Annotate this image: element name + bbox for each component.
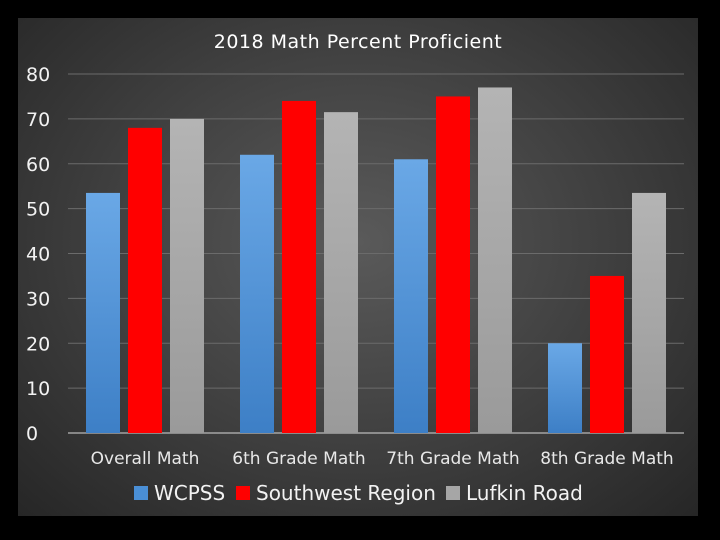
bar-lufkin-road [170,118,204,433]
x-category-label: 6th Grade Math [232,449,365,469]
bar-lufkin-road [632,192,666,433]
legend-label: WCPSS [154,481,225,505]
x-category-label: 7th Grade Math [386,449,519,469]
y-tick-label: 80 [26,64,50,86]
legend-label: Southwest Region [256,481,436,505]
x-axis-labels: Overall Math 6th Grade Math 7th Grade Math… [91,449,674,469]
bar-wcpss [86,192,120,433]
legend-swatch [236,486,250,500]
y-tick-label: 40 [26,244,50,266]
bar-wcpss [548,343,582,433]
y-tick-label: 50 [26,199,50,221]
bar-lufkin-road [478,87,512,434]
legend-swatch [446,486,460,500]
bar-southwest-region [436,96,470,433]
bar-southwest-region [128,127,162,433]
bar-southwest-region [282,100,316,434]
legend-swatch [134,486,148,500]
y-tick-label: 10 [26,378,50,400]
y-tick-label: 60 [26,154,50,176]
chart-title: 2018 Math Percent Proficient [214,31,503,53]
y-tick-label: 0 [26,423,38,445]
y-tick-label: 70 [26,109,50,131]
y-tick-label: 20 [26,333,50,355]
x-category-label: 8th Grade Math [540,449,673,469]
bar-lufkin-road [324,112,358,434]
legend-label: Lufkin Road [466,481,583,505]
x-category-label: Overall Math [91,449,200,469]
y-tick-label: 30 [26,288,50,310]
y-axis-ticks: 0 10 20 30 40 50 60 70 80 [26,64,50,445]
bar-wcpss [394,159,428,433]
bar-southwest-region [590,275,624,433]
bar-wcpss [240,154,274,433]
bars [86,87,666,434]
legend: WCPSS Southwest Region Lufkin Road [134,481,583,505]
